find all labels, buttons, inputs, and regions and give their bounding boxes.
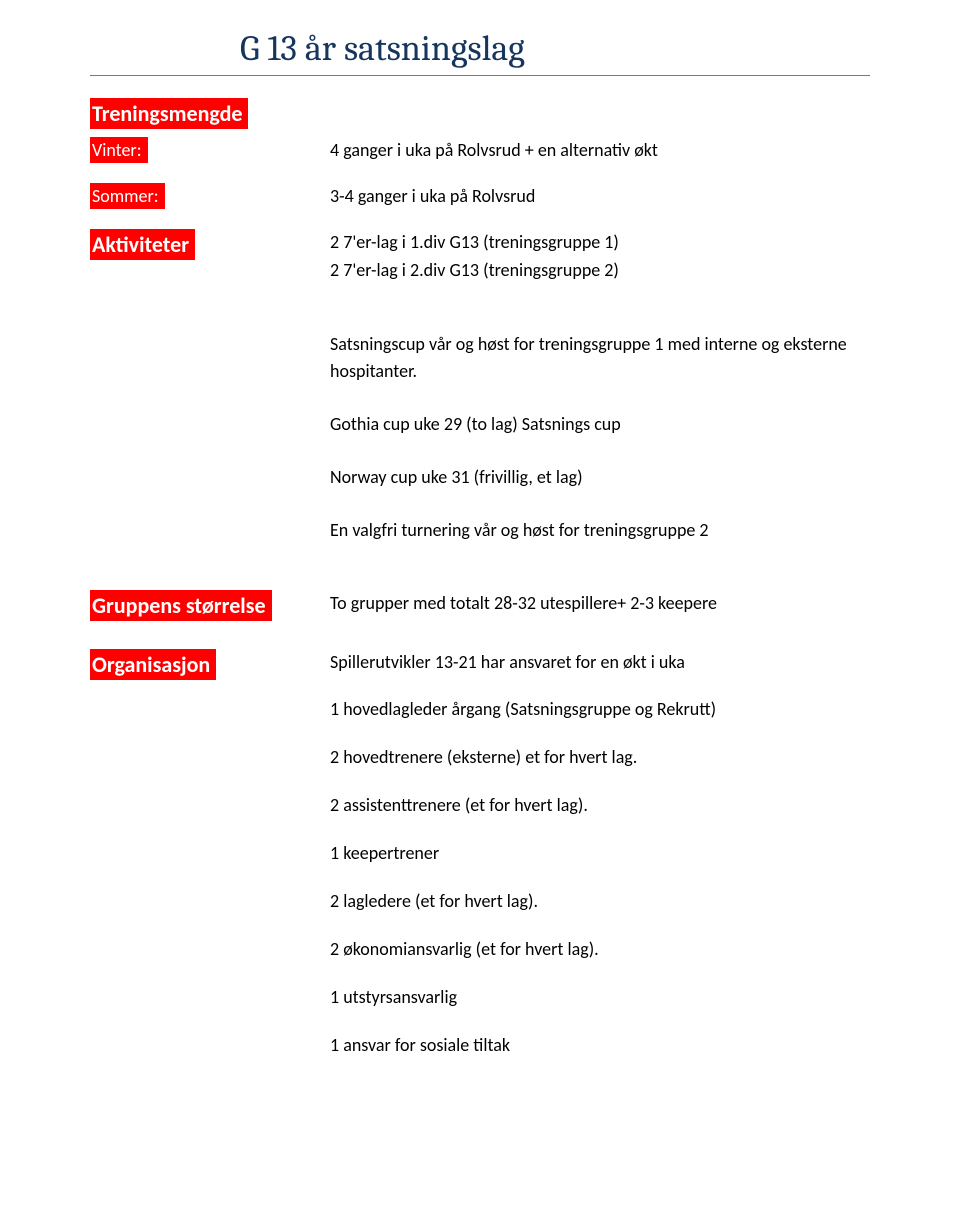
organisasjon-line-0: Spillerutvikler 13-21 har ansvaret for e… — [330, 649, 870, 677]
text-sommer: 3-4 ganger i uka på Rolvsrud — [330, 183, 870, 211]
aktiviteter-para-1: Gothia cup uke 29 (to lag) Satsnings cup — [330, 411, 870, 438]
aktiviteter-line-1: 2 7'er-lag i 2.div G13 (treningsgruppe 2… — [330, 257, 870, 285]
label-sommer: Sommer: — [90, 183, 165, 209]
organisasjon-line-3: 2 assistenttrenere (et for hvert lag). — [330, 794, 870, 816]
aktiviteter-line-0: 2 7'er-lag i 1.div G13 (treningsgruppe 1… — [330, 229, 870, 257]
row-sommer: Sommer: 3-4 ganger i uka på Rolvsrud — [90, 183, 870, 211]
organisasjon-line-1: 1 hovedlagleder årgang (Satsningsgruppe … — [330, 698, 870, 720]
organisasjon-line-7: 1 utstyrsansvarlig — [330, 986, 870, 1008]
aktiviteter-para-3: En valgfri turnering vår og høst for tre… — [330, 517, 870, 544]
text-vinter: 4 ganger i uka på Rolvsrud + en alternat… — [330, 137, 870, 165]
aktiviteter-paragraphs: Satsningscup vår og høst for treningsgru… — [90, 331, 870, 544]
row-vinter: Vinter: 4 ganger i uka på Rolvsrud + en … — [90, 137, 870, 165]
heading-gruppens: Gruppens størrelse — [90, 590, 272, 621]
organisasjon-line-8: 1 ansvar for sosiale tiltak — [330, 1034, 870, 1056]
organisasjon-line-5: 2 lagledere (et for hvert lag). — [330, 890, 870, 912]
aktiviteter-para-0: Satsningscup vår og høst for treningsgru… — [330, 331, 870, 385]
heading-organisasjon: Organisasjon — [90, 649, 216, 680]
heading-aktiviteter: Aktiviteter — [90, 229, 195, 260]
organisasjon-line-4: 1 keepertrener — [330, 842, 870, 864]
row-aktiviteter: Aktiviteter 2 7'er-lag i 1.div G13 (tren… — [90, 229, 870, 285]
aktiviteter-para-2: Norway cup uke 31 (frivillig, et lag) — [330, 464, 870, 491]
row-gruppens: Gruppens størrelse To grupper med totalt… — [90, 590, 870, 621]
organisasjon-lines: 1 hovedlagleder årgang (Satsningsgruppe … — [90, 698, 870, 1056]
heading-treningsmengde: Treningsmengde — [90, 98, 248, 129]
label-vinter: Vinter: — [90, 137, 148, 163]
page-title: G 13 år satsningslag — [90, 28, 870, 76]
text-gruppens: To grupper med totalt 28-32 utespillere+… — [330, 590, 870, 618]
organisasjon-line-6: 2 økonomiansvarlig (et for hvert lag). — [330, 938, 870, 960]
row-organisasjon: Organisasjon Spillerutvikler 13-21 har a… — [90, 649, 870, 680]
row-treningsmengde-heading: Treningsmengde — [90, 98, 870, 129]
organisasjon-line-2: 2 hovedtrenere (eksterne) et for hvert l… — [330, 746, 870, 768]
